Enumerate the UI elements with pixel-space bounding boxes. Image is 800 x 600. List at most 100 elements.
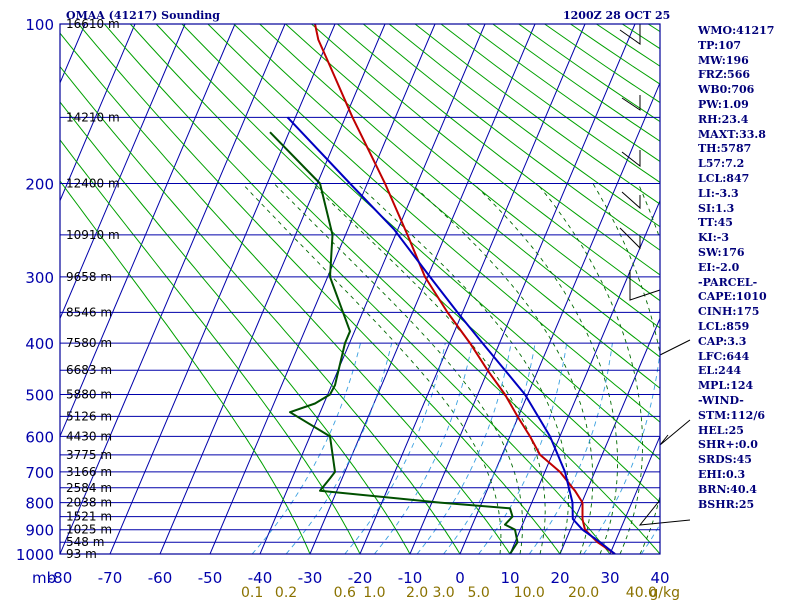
mixing-ratio-label: 0.2 — [275, 585, 297, 600]
mixing-ratio-line — [528, 343, 613, 554]
parcel-line — [286, 116, 616, 554]
height-label: 16610 m — [66, 17, 120, 31]
isotherm-line — [60, 24, 236, 438]
temperature-tick-label: 0 — [455, 569, 465, 587]
temperature-axis-labels: mb-80 -70 -60 -50 -40 -30 -20 -10 0 10 20 30 40 — [32, 569, 670, 587]
height-label: 12400 m — [66, 177, 120, 191]
height-label: 7580 m — [66, 336, 112, 350]
isotherm-line — [159, 24, 386, 554]
stat-item: L57:7.2 — [698, 157, 745, 171]
height-label: 8546 m — [66, 305, 112, 319]
temperature-line — [314, 24, 616, 554]
chart-time: 1200Z 28 OCT 25 — [563, 9, 671, 22]
wind-barb-icon — [621, 95, 641, 111]
stat-item: TP:107 — [698, 38, 742, 52]
wind-barbs — [619, 24, 691, 526]
stat-item: SHR+:0.0 — [698, 438, 758, 452]
mixing-ratio-label: 40.0 — [626, 585, 657, 600]
stat-item: TH:5787 — [698, 142, 752, 156]
stat-item: BRN:40.4 — [698, 482, 757, 496]
mixing-ratio-label: 3.0 — [432, 585, 454, 600]
stat-item: BSHR:25 — [698, 497, 755, 511]
dry-adiabat-line — [207, 24, 660, 423]
isotherm-line — [259, 24, 486, 554]
stat-item: PW:1.09 — [698, 97, 749, 111]
isotherm-line — [309, 24, 536, 554]
pressure-tick-label: 900 — [25, 522, 54, 540]
height-label: 5126 m — [66, 409, 112, 423]
temperature-tick-label: -50 — [198, 569, 223, 587]
temperature-tick-label: -60 — [148, 569, 173, 587]
moist-adiabat-line — [241, 183, 502, 554]
mixing-ratio-line — [583, 348, 660, 554]
stat-item: WB0:706 — [698, 83, 755, 97]
pressure-tick-label: 700 — [25, 464, 54, 482]
dry-adiabat-line — [362, 24, 660, 251]
height-label: 6683 m — [66, 363, 112, 377]
dry-adiabat-line — [60, 101, 411, 554]
temperature-tick-label: -30 — [298, 569, 323, 587]
stat-item: FRZ:566 — [698, 68, 751, 82]
pressure-tick-label: 200 — [25, 176, 54, 194]
mixing-ratio-label: 0.6 — [334, 585, 356, 600]
dry-adiabat-line — [60, 139, 361, 554]
stats-panel: WMO:41217 TP:107 MW:196 FRZ:566 WB0:706 PW:1.… — [698, 24, 774, 512]
temperature-tick-label: 40 — [650, 569, 669, 587]
pressure-tick-label: 100 — [25, 16, 54, 34]
height-label: 3166 m — [66, 465, 112, 479]
temperature-tick-label: 30 — [600, 569, 619, 587]
height-label: 4430 m — [66, 429, 112, 443]
dry-adiabat-line — [285, 24, 660, 329]
stat-item: LCL:847 — [698, 171, 750, 185]
moist-adiabat-line — [637, 183, 660, 554]
pressure-tick-label: 400 — [25, 335, 54, 353]
isotherm-line — [409, 24, 636, 554]
stat-item: MW:196 — [698, 53, 749, 67]
temperature-tick-label: 20 — [550, 569, 569, 587]
height-label: 3775 m — [66, 448, 112, 462]
stat-item: SRDS:45 — [698, 453, 752, 467]
moist-adiabat-line — [592, 183, 660, 554]
stat-item: EI:-2.0 — [698, 260, 740, 274]
pressure-tick-label: 800 — [25, 495, 54, 513]
height-labels: 16610 m 14210 m 12400 m 10910 m 9658 m 8546 m… — [66, 17, 120, 561]
moist-adiabat-line — [536, 183, 643, 554]
dry-adiabat-line — [233, 24, 660, 389]
temperature-tick-label: -80 — [48, 569, 73, 587]
mixing-ratio-line — [285, 342, 393, 554]
temperature-tick-label: -40 — [248, 569, 273, 587]
stat-item: CAP:3.3 — [698, 334, 747, 348]
temperature-tick-label: -10 — [398, 569, 423, 587]
stat-item: LCL:859 — [698, 319, 750, 333]
wind-barb-icon — [619, 227, 641, 250]
height-label: 548 m — [66, 535, 104, 549]
stat-item: CINH:175 — [698, 305, 760, 319]
isotherm-line — [359, 24, 586, 554]
height-label: 5880 m — [66, 387, 112, 401]
chart-title: OMAA (41217) Sounding — [66, 9, 220, 22]
stat-item: EHI:0.3 — [698, 467, 746, 481]
mixing-ratio-label: 0.1 — [241, 585, 263, 600]
grid-lines — [60, 24, 660, 554]
stat-item: LFC:644 — [698, 349, 750, 363]
stat-item: SI:1.3 — [698, 201, 735, 215]
mixing-ratio-label: 1.0 — [363, 585, 385, 600]
temperature-tick-label: 10 — [500, 569, 519, 587]
moist-adiabat-line — [472, 183, 618, 554]
mixing-ratio-label: 20.0 — [568, 585, 599, 600]
pressure-tick-label: 600 — [25, 428, 54, 446]
plot-frame — [59, 23, 661, 555]
height-label: 93 m — [66, 547, 97, 561]
height-label: 9658 m — [66, 270, 112, 284]
moist-adiabat-line — [356, 183, 570, 554]
wind-barb-icon — [659, 339, 691, 356]
stat-item: WMO:41217 — [698, 24, 775, 37]
height-label: 2584 m — [66, 481, 112, 495]
dry-adiabat-line — [104, 24, 611, 554]
moist-adiabat-line — [410, 183, 594, 554]
wind-barb-icon — [638, 499, 691, 526]
isotherm-line — [609, 434, 660, 554]
isotherm-line — [559, 317, 660, 554]
stat-item: RH:23.4 — [698, 112, 749, 126]
height-label: 10910 m — [66, 228, 120, 242]
